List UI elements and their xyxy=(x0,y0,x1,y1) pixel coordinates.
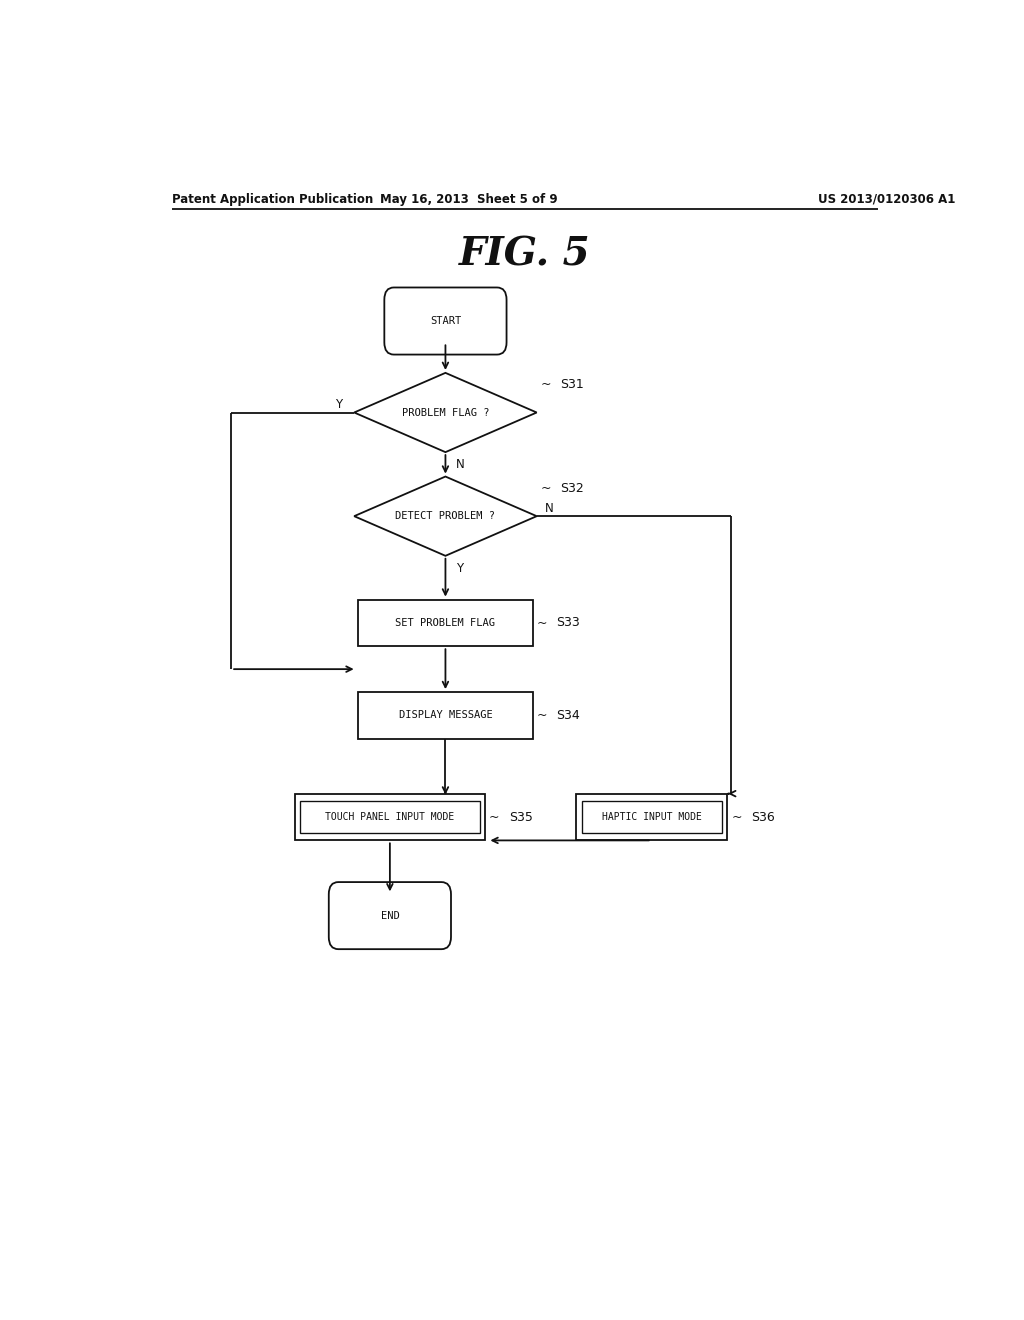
Bar xyxy=(577,793,727,841)
Text: ~: ~ xyxy=(489,810,500,824)
Text: ~: ~ xyxy=(537,616,547,630)
Bar xyxy=(582,801,722,833)
Text: TOUCH PANEL INPUT MODE: TOUCH PANEL INPUT MODE xyxy=(326,812,455,822)
Text: START: START xyxy=(430,315,461,326)
Text: US 2013/0120306 A1: US 2013/0120306 A1 xyxy=(818,193,955,206)
Text: DETECT PROBLEM ?: DETECT PROBLEM ? xyxy=(395,511,496,521)
Text: FIG. 5: FIG. 5 xyxy=(459,236,591,275)
Bar xyxy=(358,692,532,739)
Text: S35: S35 xyxy=(509,810,532,824)
FancyBboxPatch shape xyxy=(384,288,507,355)
Text: ~: ~ xyxy=(537,709,547,722)
Text: S36: S36 xyxy=(751,810,775,824)
Text: ~: ~ xyxy=(541,482,551,495)
FancyBboxPatch shape xyxy=(329,882,451,949)
Text: ~: ~ xyxy=(541,379,551,391)
Polygon shape xyxy=(354,372,537,453)
Text: Y: Y xyxy=(335,397,342,411)
Bar xyxy=(358,599,532,647)
Text: Y: Y xyxy=(456,561,463,574)
Text: END: END xyxy=(381,911,399,920)
Bar xyxy=(295,793,485,841)
Text: ~: ~ xyxy=(731,810,741,824)
Text: HAPTIC INPUT MODE: HAPTIC INPUT MODE xyxy=(602,812,701,822)
Text: Patent Application Publication: Patent Application Publication xyxy=(172,193,373,206)
Text: May 16, 2013  Sheet 5 of 9: May 16, 2013 Sheet 5 of 9 xyxy=(381,193,558,206)
Text: N: N xyxy=(545,502,553,515)
Text: S31: S31 xyxy=(560,379,585,391)
Bar xyxy=(300,801,479,833)
Text: SET PROBLEM FLAG: SET PROBLEM FLAG xyxy=(395,618,496,628)
Text: PROBLEM FLAG ?: PROBLEM FLAG ? xyxy=(401,408,489,417)
Text: DISPLAY MESSAGE: DISPLAY MESSAGE xyxy=(398,710,493,721)
Polygon shape xyxy=(354,477,537,556)
Text: S32: S32 xyxy=(560,482,585,495)
Text: N: N xyxy=(456,458,465,471)
Text: S34: S34 xyxy=(557,709,581,722)
Text: S33: S33 xyxy=(557,616,581,630)
